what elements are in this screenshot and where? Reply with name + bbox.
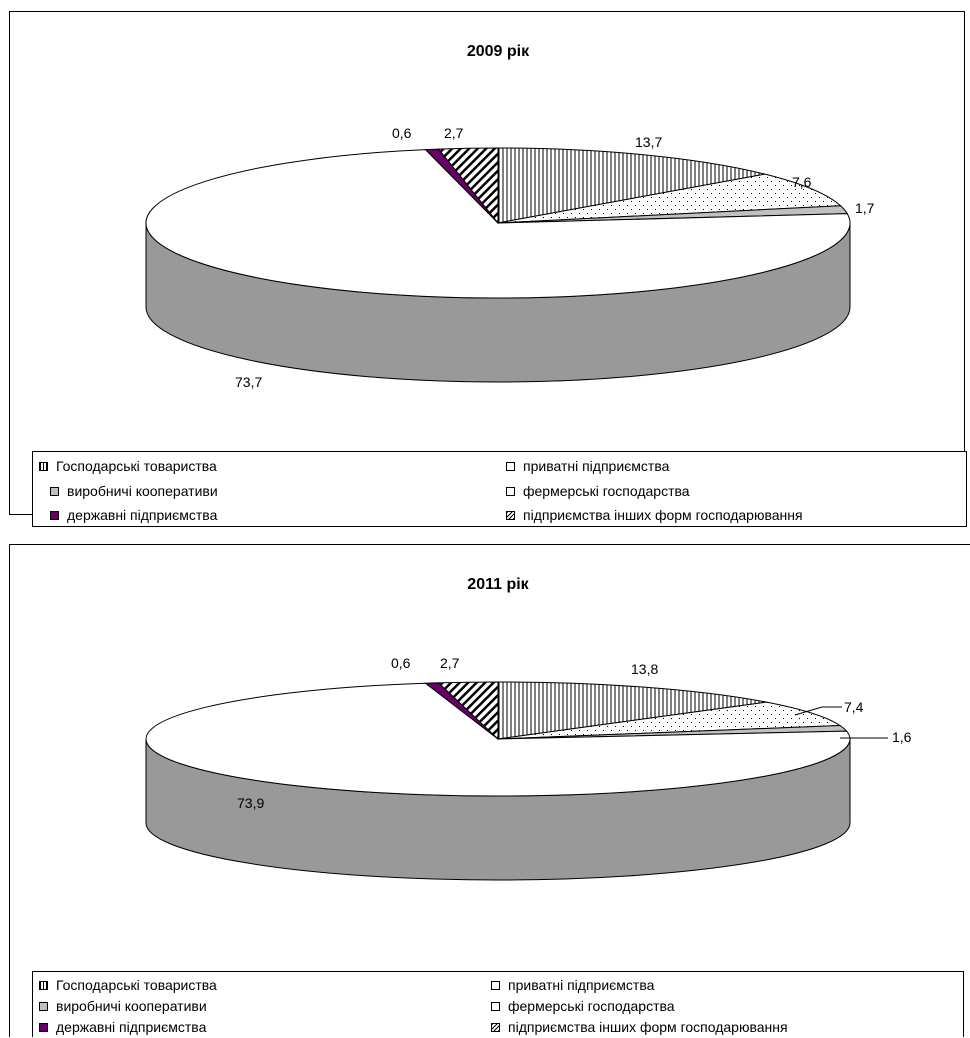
data-label: 0,6 (392, 125, 412, 141)
legend-item: Господарські товариства (39, 458, 217, 474)
legend-swatch-coop (50, 486, 59, 496)
legend-2011: Господарські товариства виробничі коопер… (32, 971, 964, 1037)
pie-slice (497, 701, 842, 740)
pie-chart-2009: 2009 рік 13,7 7,6 1,7 73,7 0,6 2,7 (145, 43, 875, 390)
legend-item: державні підприємства (39, 1019, 206, 1035)
legend-item: державні підприємства (50, 507, 217, 523)
legend-item: фермерські господарства (506, 483, 690, 499)
legend-item: виробничі кооперативи (39, 998, 207, 1014)
data-label: 0,6 (391, 655, 411, 671)
chart-panel-2009: 2009 рік 13,7 7,6 1,7 73,7 0,6 2,7 Господарськ… (9, 11, 967, 527)
legend-item: виробничі кооперативи (50, 483, 218, 499)
legend-label: Господарські товариства (56, 458, 217, 474)
legend-label: підприємства інших форм господарювання (508, 1019, 788, 1035)
legend-item: фермерські господарства (491, 998, 675, 1014)
legend-item: підприємства інших форм господарювання (491, 1019, 788, 1035)
legend-swatch-diag (506, 510, 515, 520)
data-label: 13,8 (631, 661, 658, 677)
legend-swatch-vstripe (39, 980, 48, 990)
pie-chart-2011: 2011 рік 13,8 7,4 1,6 73,9 0,6 2,7 (145, 576, 912, 881)
legend-label: фермерські господарства (523, 483, 690, 499)
chart-title: 2009 рік (467, 43, 530, 60)
data-label: 1,6 (892, 729, 912, 745)
chart-panel-2011: 2011 рік 13,8 7,4 1,6 73,9 0,6 2,7 (9, 544, 970, 1037)
legend-item: підприємства інших форм господарювання (506, 507, 803, 523)
legend-swatch-white (506, 486, 515, 496)
legend-item: приватні підприємства (491, 977, 654, 993)
data-label: 73,7 (235, 374, 262, 390)
legend-label: державні підприємства (56, 1019, 207, 1035)
legend-swatch-state (39, 1022, 48, 1032)
data-label: 2,7 (444, 125, 464, 141)
pie-slice (497, 173, 842, 224)
legend-item: приватні підприємства (506, 458, 669, 474)
legend-swatch-vstripe (39, 461, 48, 471)
pie-slice (497, 681, 767, 740)
legend-item: Господарські товариства (39, 977, 217, 993)
chart-title: 2011 рік (467, 576, 529, 593)
data-label: 13,7 (635, 134, 662, 150)
legend-label: виробничі кооперативи (56, 998, 207, 1014)
legend-label: приватні підприємства (523, 458, 670, 474)
data-label: 73,9 (237, 795, 264, 811)
legend-label: Господарські товариства (56, 977, 217, 993)
pie-slice (437, 147, 499, 225)
data-label: 2,7 (440, 655, 460, 671)
legend-swatch-dots (506, 461, 515, 471)
data-label: 1,7 (855, 200, 875, 216)
legend-label: державні підприємства (67, 507, 218, 523)
pie-slice (437, 681, 499, 741)
data-label: 7,6 (792, 174, 812, 190)
legend-label: виробничі кооперативи (67, 483, 218, 499)
legend-label: приватні підприємства (508, 977, 655, 993)
legend-label: фермерські господарства (508, 998, 675, 1014)
pie-slice (145, 149, 851, 299)
legend-label: підприємства інших форм господарювання (523, 507, 803, 523)
legend-swatch-diag (491, 1022, 500, 1032)
legend-2009: Господарські товариства виробничі коопер… (32, 451, 967, 527)
label-leader-line (794, 706, 842, 716)
legend-swatch-dots (491, 980, 500, 990)
legend-swatch-state (50, 510, 59, 520)
pie-slice (497, 147, 766, 224)
data-label: 7,4 (844, 699, 864, 715)
legend-swatch-white (491, 1001, 500, 1011)
legend-swatch-coop (39, 1001, 48, 1011)
